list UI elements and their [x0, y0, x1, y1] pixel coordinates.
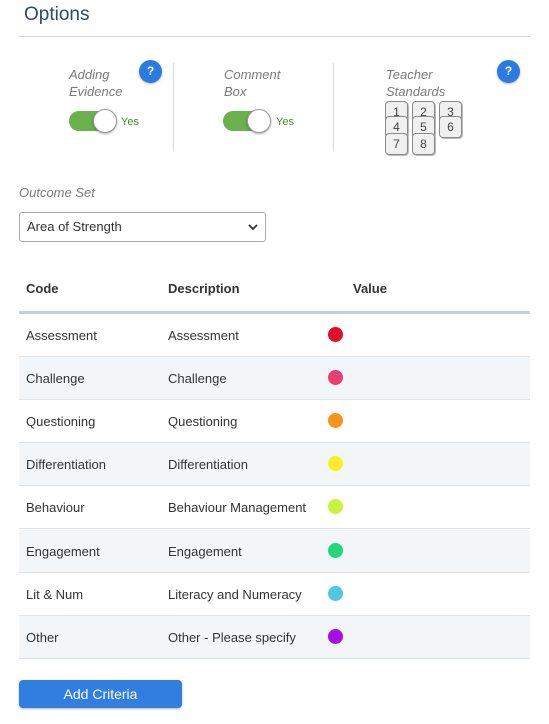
title-divider — [19, 36, 530, 37]
value-color-dot — [328, 499, 343, 514]
help-icon[interactable]: ? — [139, 60, 162, 83]
value-color-dot — [328, 370, 343, 385]
table-row[interactable]: Behaviour Behaviour Management — [19, 486, 530, 529]
comment-box-label-line1: Comment — [224, 67, 281, 82]
add-criteria-button[interactable]: Add Criteria — [19, 680, 182, 708]
comment-box-toggle[interactable] — [223, 109, 271, 133]
value-color-dot — [328, 629, 343, 644]
option-divider — [333, 63, 334, 151]
comment-box-toggle-state: Yes — [276, 116, 294, 128]
table-row[interactable]: Engagement Engagement — [19, 530, 530, 573]
adding-evidence-toggle[interactable] — [69, 109, 117, 133]
value-color-dot — [328, 413, 343, 428]
standard-box-6[interactable]: 6 — [439, 116, 462, 138]
row-description: Behaviour Management — [168, 500, 307, 515]
table-row[interactable]: Other Other - Please specify — [19, 616, 530, 659]
adding-evidence-label-line1: Adding — [69, 67, 110, 82]
teacher-standards-label-line2: Standards — [386, 84, 446, 99]
teacher-standards-label: Teacher Standards — [386, 66, 445, 100]
column-header-description: Description — [168, 281, 240, 296]
row-code: Questioning — [26, 414, 96, 429]
column-header-code: Code — [26, 281, 59, 296]
row-code: Behaviour — [26, 500, 85, 515]
table-row[interactable]: Questioning Questioning — [19, 400, 530, 443]
row-code: Other — [26, 630, 59, 645]
toggle-knob — [93, 109, 117, 133]
value-color-dot — [328, 543, 343, 558]
table-row[interactable]: Differentiation Differentiation — [19, 443, 530, 486]
row-description: Literacy and Numeracy — [168, 587, 302, 602]
row-code: Lit & Num — [26, 587, 84, 602]
help-icon[interactable]: ? — [497, 60, 520, 83]
adding-evidence-label: Adding Evidence — [69, 66, 122, 100]
row-code: Engagement — [26, 544, 100, 559]
standard-box-8[interactable]: 8 — [412, 133, 435, 155]
value-color-dot — [328, 586, 343, 601]
outcome-set-select[interactable]: Area of Strength — [19, 212, 266, 242]
adding-evidence-toggle-state: Yes — [121, 116, 139, 128]
column-header-value: Value — [353, 281, 387, 296]
row-code: Differentiation — [26, 457, 106, 472]
row-description: Assessment — [168, 328, 239, 343]
option-divider — [173, 63, 174, 151]
comment-box-label-line2: Box — [224, 84, 247, 99]
row-description: Differentiation — [168, 457, 248, 472]
row-description: Questioning — [168, 414, 238, 429]
table-row[interactable]: Lit & Num Literacy and Numeracy — [19, 573, 530, 616]
toggle-knob — [247, 109, 271, 133]
teacher-standards-label-line1: Teacher — [386, 67, 433, 82]
standard-box-7[interactable]: 7 — [385, 133, 408, 155]
outcome-set-selected-value: Area of Strength — [27, 219, 122, 234]
table-row[interactable]: Assessment Assessment — [19, 314, 530, 357]
table-row[interactable]: Challenge Challenge — [19, 357, 530, 400]
table-header-divider — [19, 311, 530, 314]
outcome-set-label: Outcome Set — [19, 185, 95, 200]
row-code: Challenge — [26, 371, 85, 386]
row-description: Other - Please specify — [168, 630, 296, 645]
comment-box-label: Comment Box — [224, 66, 280, 100]
value-color-dot — [328, 327, 343, 342]
row-description: Engagement — [168, 544, 242, 559]
adding-evidence-label-line2: Evidence — [69, 84, 123, 99]
row-description: Challenge — [168, 371, 227, 386]
chevron-down-icon — [248, 224, 258, 231]
row-code: Assessment — [26, 328, 97, 343]
value-color-dot — [328, 456, 343, 471]
options-title: Options — [24, 4, 90, 25]
